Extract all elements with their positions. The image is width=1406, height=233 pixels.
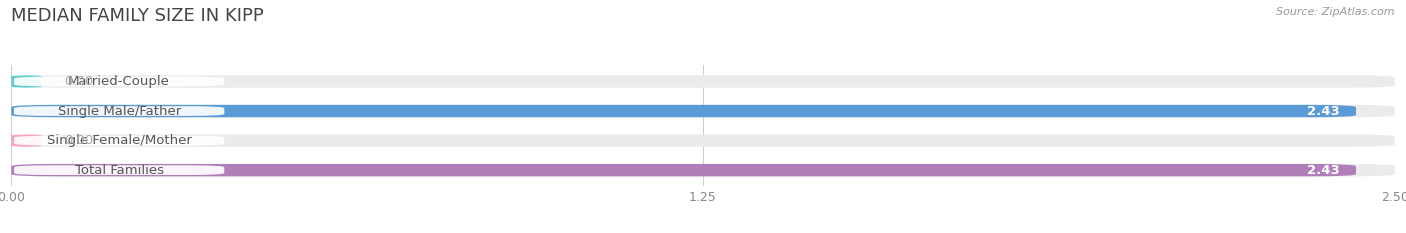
Text: Single Female/Mother: Single Female/Mother [46,134,191,147]
FancyBboxPatch shape [11,75,42,88]
Text: Married-Couple: Married-Couple [69,75,170,88]
Text: 0.00: 0.00 [63,134,93,147]
FancyBboxPatch shape [14,136,225,145]
FancyBboxPatch shape [11,75,1395,88]
FancyBboxPatch shape [11,164,1355,176]
Text: 0.00: 0.00 [63,75,93,88]
Text: 2.43: 2.43 [1306,105,1340,117]
Text: Total Families: Total Families [75,164,163,177]
FancyBboxPatch shape [11,134,1395,147]
FancyBboxPatch shape [11,105,1395,117]
Text: MEDIAN FAMILY SIZE IN KIPP: MEDIAN FAMILY SIZE IN KIPP [11,7,264,25]
Text: 2.43: 2.43 [1306,164,1340,177]
Text: Source: ZipAtlas.com: Source: ZipAtlas.com [1277,7,1395,17]
FancyBboxPatch shape [14,106,225,116]
FancyBboxPatch shape [11,134,42,147]
FancyBboxPatch shape [14,165,225,175]
FancyBboxPatch shape [11,105,1355,117]
Text: Single Male/Father: Single Male/Father [58,105,181,117]
FancyBboxPatch shape [11,164,1395,176]
FancyBboxPatch shape [14,77,225,86]
